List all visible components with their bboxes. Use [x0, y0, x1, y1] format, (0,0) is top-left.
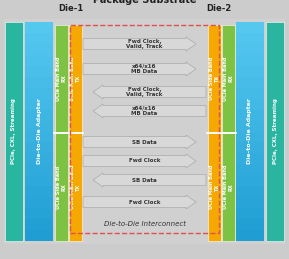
- Bar: [152, 19, 285, 244]
- Bar: [70, 25, 219, 233]
- Text: UCIe Main Band
RX: UCIe Main Band RX: [223, 56, 234, 101]
- Bar: [25, 120, 53, 132]
- Bar: [25, 229, 53, 241]
- Bar: [236, 164, 264, 175]
- Text: PCIe, CXL, Streaming: PCIe, CXL, Streaming: [12, 99, 16, 164]
- Bar: [236, 142, 264, 153]
- Bar: [25, 142, 53, 153]
- Bar: [25, 175, 53, 186]
- Bar: [236, 21, 264, 33]
- Bar: [25, 109, 53, 120]
- Bar: [236, 87, 264, 99]
- Bar: [5, 22, 23, 241]
- Bar: [25, 65, 53, 77]
- Bar: [55, 25, 68, 132]
- Bar: [208, 25, 221, 132]
- Bar: [25, 76, 53, 88]
- Bar: [222, 133, 235, 241]
- Bar: [266, 22, 284, 241]
- Bar: [25, 32, 53, 44]
- Bar: [55, 133, 68, 241]
- Text: Fwd Clock,
Valid, Track: Fwd Clock, Valid, Track: [126, 39, 163, 49]
- Bar: [69, 25, 82, 132]
- Bar: [25, 153, 53, 164]
- FancyArrow shape: [83, 62, 196, 76]
- Bar: [25, 219, 53, 230]
- Bar: [25, 131, 53, 142]
- Bar: [236, 208, 264, 219]
- Bar: [236, 229, 264, 241]
- FancyArrow shape: [83, 135, 196, 149]
- Bar: [25, 164, 53, 175]
- Bar: [25, 54, 53, 66]
- Text: UCIe Side Band
RX: UCIe Side Band RX: [56, 166, 67, 209]
- Text: SB Data: SB Data: [132, 177, 157, 183]
- Text: UCIe Main Band
TX: UCIe Main Band TX: [209, 165, 220, 209]
- Text: x64/x16
MB Data: x64/x16 MB Data: [131, 106, 158, 116]
- Text: UCIe Main Band
RX: UCIe Main Band RX: [223, 165, 234, 209]
- Text: Fwd Clock,
Valid, Track: Fwd Clock, Valid, Track: [126, 87, 163, 97]
- Bar: [25, 186, 53, 197]
- Text: Die-1: Die-1: [58, 4, 83, 13]
- Text: x64/x16
MB Data: x64/x16 MB Data: [131, 64, 158, 74]
- FancyArrow shape: [83, 195, 196, 209]
- Text: Die-2: Die-2: [206, 4, 231, 13]
- Text: Die-to-Die Interconnect: Die-to-Die Interconnect: [103, 221, 186, 227]
- Text: UCIe Main Band
TX: UCIe Main Band TX: [70, 165, 81, 209]
- Text: UCIe Side Band
TX: UCIe Side Band TX: [209, 57, 220, 100]
- Text: Fwd Clock: Fwd Clock: [129, 199, 160, 205]
- Text: UCIe Main Band
RX: UCIe Main Band RX: [56, 56, 67, 101]
- Bar: [236, 65, 264, 77]
- Text: Die-to-Die Adapter: Die-to-Die Adapter: [247, 98, 253, 164]
- Bar: [4, 19, 137, 244]
- Bar: [222, 25, 235, 132]
- Bar: [236, 54, 264, 66]
- Text: Die-to-Die Adapter: Die-to-Die Adapter: [36, 98, 42, 164]
- Bar: [236, 44, 264, 55]
- Bar: [69, 133, 82, 241]
- Text: Fwd Clock: Fwd Clock: [129, 159, 160, 163]
- Bar: [236, 219, 264, 230]
- Bar: [25, 208, 53, 219]
- Text: UCIe Main Band
TX: UCIe Main Band TX: [70, 56, 81, 101]
- FancyArrow shape: [83, 37, 196, 51]
- Bar: [236, 76, 264, 88]
- Bar: [25, 44, 53, 55]
- Bar: [4, 19, 285, 244]
- Text: SB Data: SB Data: [132, 140, 157, 145]
- Bar: [236, 120, 264, 132]
- Bar: [236, 109, 264, 120]
- FancyArrow shape: [83, 154, 196, 168]
- Bar: [236, 131, 264, 142]
- Text: Package Substrate: Package Substrate: [93, 0, 196, 5]
- Bar: [208, 133, 221, 241]
- Bar: [25, 98, 53, 110]
- Text: PCIe, CXL, Streaming: PCIe, CXL, Streaming: [273, 99, 277, 164]
- FancyArrow shape: [93, 173, 206, 187]
- Bar: [25, 21, 53, 33]
- Bar: [236, 32, 264, 44]
- Bar: [236, 186, 264, 197]
- Bar: [236, 98, 264, 110]
- Bar: [25, 197, 53, 208]
- Bar: [236, 175, 264, 186]
- Bar: [25, 87, 53, 99]
- Bar: [236, 153, 264, 164]
- Bar: [236, 197, 264, 208]
- FancyArrow shape: [93, 85, 206, 99]
- FancyArrow shape: [93, 104, 206, 118]
